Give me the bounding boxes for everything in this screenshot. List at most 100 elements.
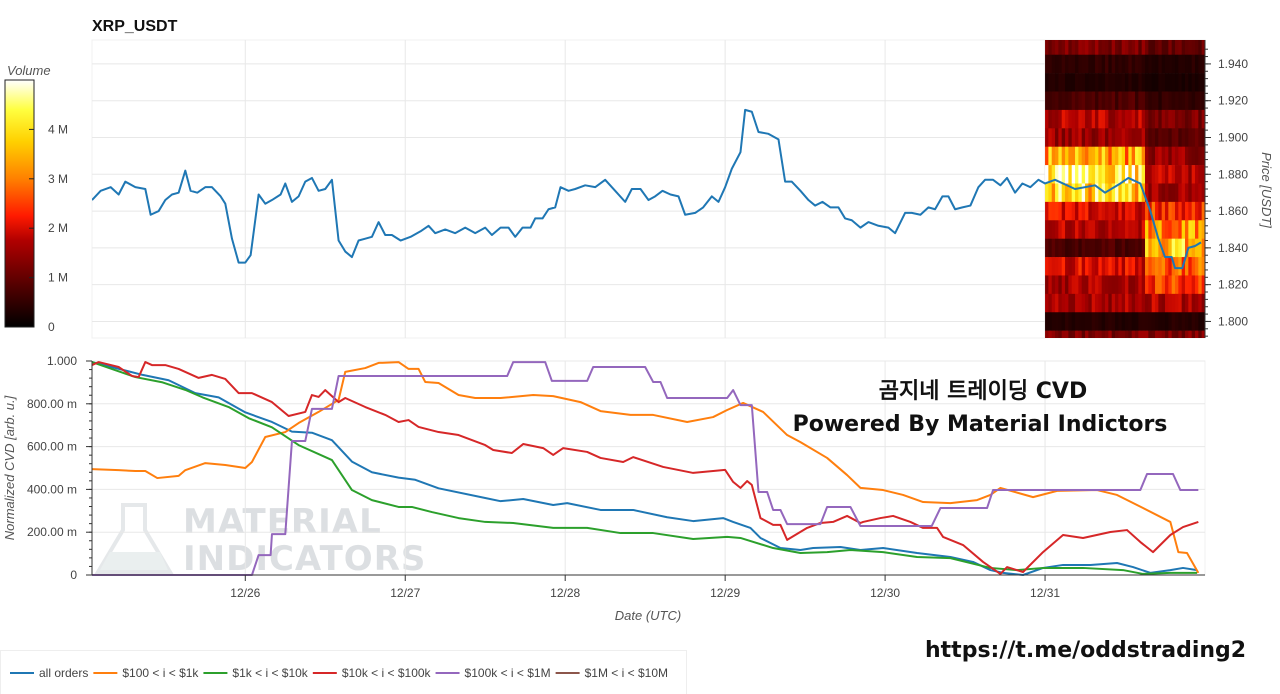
heatmap-cell [1078,330,1083,338]
heatmap-cell [1128,73,1133,92]
heatmap-cell [1118,238,1123,258]
heatmap-cell [1108,146,1113,166]
heatmap-cell [1111,257,1116,276]
heatmap-cell [1195,330,1199,338]
heatmap-cell [1165,238,1169,258]
heatmap-cell [1148,275,1153,295]
heatmap-cell [1185,109,1189,129]
heatmap-cell [1185,146,1189,166]
heatmap-cell [1145,275,1149,295]
heatmap-cell [1051,220,1056,239]
heatmap-cell [1048,128,1053,147]
heatmap-cell [1198,146,1203,166]
heatmap-cell [1061,40,1066,56]
heatmap-cell [1131,109,1136,129]
heatmap-cell [1135,330,1139,338]
heatmap-cell [1115,220,1119,239]
heatmap-cell [1068,146,1073,166]
heatmap-cell [1138,238,1143,258]
heatmap-cell [1078,54,1083,74]
heatmap-cell [1055,330,1059,338]
heatmap-cell [1131,220,1136,239]
heatmap-cell [1201,109,1205,129]
heatmap-cell [1145,73,1149,92]
heatmap-cell [1095,220,1099,239]
legend-item-label[interactable]: $100 < i < $1k [122,666,199,680]
heatmap-cell [1068,40,1073,56]
heatmap-cell [1088,275,1093,295]
heatmap-cell [1141,238,1146,258]
footer-url[interactable]: https://t.me/oddstrading2 [925,638,1246,663]
heatmap-cell [1121,91,1126,111]
heatmap-cell [1101,201,1106,221]
heatmap-cell [1168,257,1173,276]
heatmap-cell [1158,183,1163,203]
heatmap-cell [1155,183,1159,203]
heatmap-cell [1145,109,1149,129]
heatmap-cell [1055,220,1059,239]
heatmap-cell [1135,220,1139,239]
heatmap-cell [1088,165,1093,184]
heatmap-cell [1131,257,1136,276]
heatmap-cell [1161,128,1166,147]
heatmap-cell [1148,330,1153,338]
cvd-axis-label: Normalized CVD [arb. u.] [2,395,17,540]
heatmap-cell [1048,238,1053,258]
legend-item-label[interactable]: $1k < i < $10k [232,666,308,680]
legend-item-label[interactable]: all orders [39,666,88,680]
heatmap-cell [1195,183,1199,203]
heatmap-cell [1158,109,1163,129]
heatmap-cell [1131,330,1136,338]
heatmap-cell [1051,91,1056,111]
heatmap-cell [1071,220,1076,239]
heatmap-cell [1195,73,1199,92]
heatmap-cell [1048,293,1053,313]
heatmap-cell [1165,183,1169,203]
heatmap-cell [1045,54,1049,74]
heatmap-cell [1081,238,1086,258]
heatmap-cell [1105,238,1109,258]
legend-item-label[interactable]: $100k < i < $1M [465,666,551,680]
legend-item-label[interactable]: $10k < i < $100k [342,666,432,680]
heatmap-cell [1065,73,1069,92]
heatmap-cell [1161,330,1166,338]
heatmap-cell [1105,128,1109,147]
heatmap-cell [1095,128,1099,147]
heatmap-cell [1188,257,1193,276]
heatmap-cell [1111,183,1116,203]
heatmap-cell [1085,165,1089,184]
legend-item-label[interactable]: $1M < i < $10M [585,666,668,680]
heatmap-cell [1175,220,1179,239]
heatmap-cell [1165,146,1169,166]
heatmap-cell [1168,54,1173,74]
heatmap-cell [1121,40,1126,56]
heatmap-cell [1055,91,1059,111]
heatmap-cell [1188,128,1193,147]
heatmap-cell [1178,109,1183,129]
heatmap-cell [1181,312,1186,331]
heatmap-cell [1195,275,1199,295]
heatmap-cell [1111,330,1116,338]
heatmap-cell [1138,330,1143,338]
heatmap-cell [1118,293,1123,313]
heatmap-cell [1095,183,1099,203]
heatmap-cell [1058,312,1063,331]
heatmap-cell [1081,165,1086,184]
heatmap-cell [1045,275,1049,295]
heatmap-cell [1055,54,1059,74]
heatmap-cell [1141,109,1146,129]
heatmap-cell [1185,54,1189,74]
cvd-tick-label: 400.00 m [27,482,77,496]
heatmap-cell [1051,128,1056,147]
heatmap-cell [1108,275,1113,295]
heatmap-cell [1151,54,1156,74]
heatmap-cell [1068,220,1073,239]
heatmap-cell [1125,257,1129,276]
heatmap-cell [1158,330,1163,338]
watermark-line2: INDICATORS [183,539,426,579]
heatmap-cell [1095,312,1099,331]
heatmap-cell [1198,312,1203,331]
heatmap-cell [1061,54,1066,74]
heatmap-cell [1048,73,1053,92]
heatmap-cell [1058,220,1063,239]
